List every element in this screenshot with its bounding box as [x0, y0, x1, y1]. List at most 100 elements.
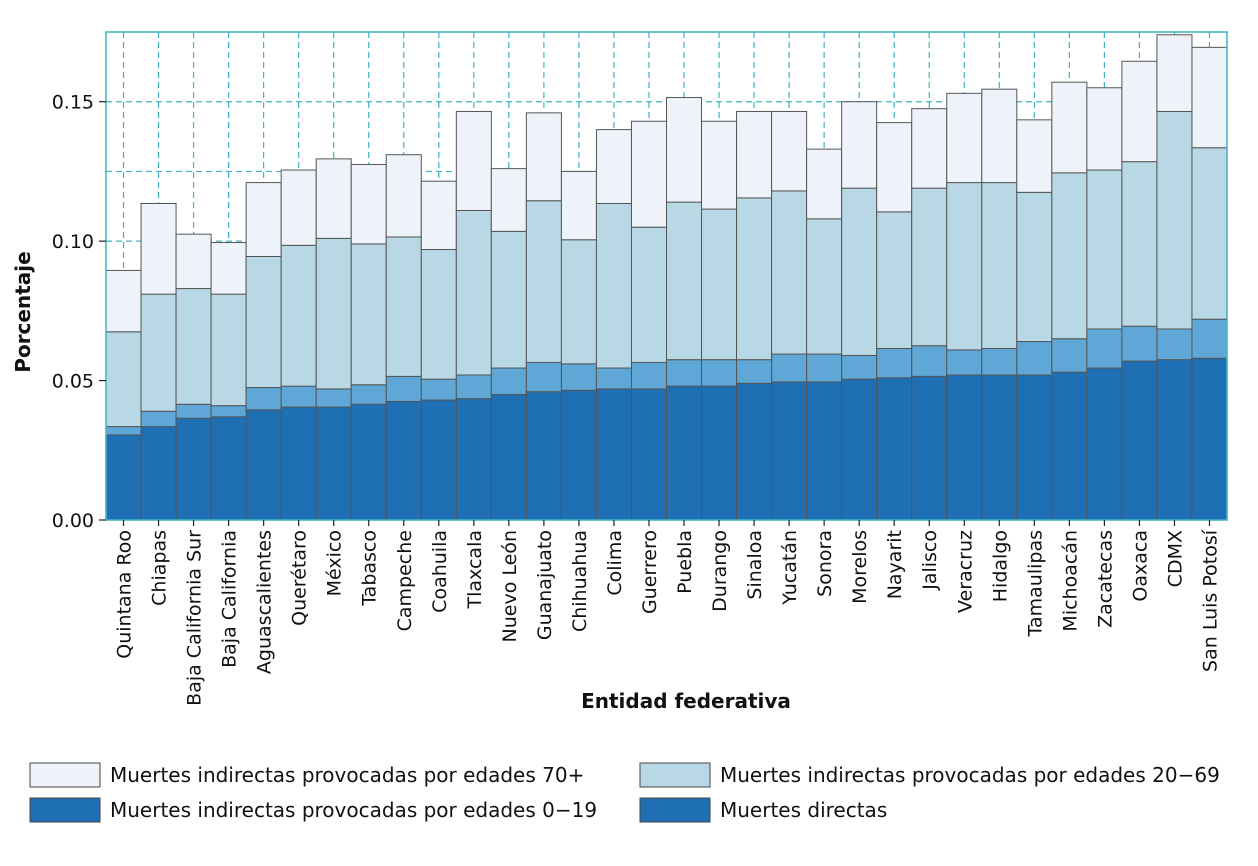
bar-segment: [1051, 371, 1088, 521]
bar-segment: [385, 236, 422, 377]
bar-segment: [1156, 34, 1193, 112]
bar-segment: [315, 388, 352, 408]
y-tick-label: 0.15: [52, 92, 94, 114]
bar-segment: [455, 398, 492, 521]
bar-segment: [280, 244, 317, 387]
bar-segment: [560, 170, 597, 241]
x-tick-label: Querétaro: [289, 530, 311, 626]
x-tick-label: Yucatán: [779, 530, 801, 606]
bar-segment: [210, 242, 247, 295]
bar-segment: [666, 201, 703, 361]
bar-segment: [876, 377, 913, 521]
legend-label: Muertes indirectas provocadas por edades…: [720, 763, 1220, 787]
x-tick-label: Sonora: [814, 530, 836, 597]
bar-segment: [280, 169, 317, 246]
bar-segment: [595, 388, 632, 521]
bar-segment: [140, 410, 177, 428]
bar-segment: [1086, 169, 1123, 330]
x-tick-label: Quintana Roo: [114, 530, 136, 659]
bar-segment: [981, 182, 1018, 350]
bar-segment: [736, 197, 773, 361]
bar-segment: [455, 209, 492, 376]
bar-segment: [946, 349, 983, 376]
bar-segment: [490, 367, 527, 396]
bar-segment: [1156, 110, 1193, 330]
bar-segment: [175, 417, 212, 521]
x-tick-label: Campeche: [394, 530, 416, 631]
bar-segment: [701, 208, 738, 361]
bar-segment: [1191, 318, 1228, 359]
bar-segment: [771, 353, 808, 383]
bar-segment: [666, 385, 703, 521]
y-axis: 0.00 0.05 0.10 0.15: [52, 92, 106, 532]
bar-segment: [1016, 341, 1053, 376]
bar-segment: [911, 108, 948, 189]
x-tick-label: San Luis Potosí: [1199, 529, 1221, 672]
bar-segment: [245, 182, 282, 257]
bar-segment: [525, 200, 562, 363]
bar-segment: [595, 367, 632, 390]
bar-segment: [630, 361, 667, 390]
bar-segment: [490, 230, 527, 369]
legend-swatch: [29, 762, 101, 788]
bar-segment: [385, 375, 422, 402]
bar-segment: [911, 375, 948, 521]
bar-segment: [736, 359, 773, 384]
bar-segment: [525, 361, 562, 393]
bar-segment: [1086, 367, 1123, 521]
bar-segment: [1121, 360, 1158, 521]
bar-segment: [771, 190, 808, 355]
legend: Muertes indirectas provocadas por edades…: [29, 762, 1220, 823]
bar-segment: [420, 378, 457, 401]
bar-segment: [841, 378, 878, 521]
bar-segment: [245, 409, 282, 521]
bar-segment: [946, 182, 983, 351]
bar-segment: [105, 269, 142, 333]
bar-segment: [350, 384, 387, 405]
x-tick-label: Zacatecas: [1094, 530, 1116, 628]
x-tick-label: Baja California Sur: [184, 530, 206, 706]
bar-segment: [1051, 172, 1088, 340]
x-tick-label: CDMX: [1164, 530, 1186, 587]
bar-segment: [630, 120, 667, 228]
x-tick-label: Puebla: [674, 530, 696, 594]
bar-segment: [981, 88, 1018, 184]
x-tick-label: Veracruz: [954, 530, 976, 613]
bar-segment: [420, 180, 457, 251]
x-tick-label: Michoacán: [1059, 530, 1081, 632]
x-tick-label: Guerrero: [639, 530, 661, 614]
bar-segment: [595, 129, 632, 204]
legend-label: Muertes directas: [720, 798, 887, 822]
bar-segment: [876, 211, 913, 350]
bar-segment: [911, 345, 948, 377]
bar-segment: [105, 426, 142, 436]
bar-segment: [210, 293, 247, 407]
bar-segment: [210, 416, 247, 521]
legend-label: Muertes indirectas provocadas por edades…: [110, 798, 597, 822]
x-tick-label: Chihuahua: [569, 530, 591, 632]
x-tick-label: Colima: [604, 530, 626, 596]
bar-segment: [280, 406, 317, 521]
bar-segment: [806, 381, 843, 521]
x-tick-label: Hidalgo: [989, 530, 1011, 602]
legend-swatch: [639, 797, 711, 823]
bar-segment: [455, 374, 492, 400]
legend-label: Muertes indirectas provocadas por edades…: [110, 763, 584, 787]
bar-segment: [806, 353, 843, 383]
bar-segment: [1016, 374, 1053, 521]
bar-segment: [771, 110, 808, 192]
bar-segment: [1051, 338, 1088, 373]
bar-segment: [666, 97, 703, 203]
y-tick-label: 0.10: [52, 231, 94, 253]
bar-segment: [1086, 328, 1123, 369]
x-tick-label: Oaxaca: [1129, 530, 1151, 602]
bar-segment: [560, 239, 597, 365]
x-tick-label: Jalisco: [919, 530, 941, 591]
bar-segment: [666, 359, 703, 387]
bar-segment: [771, 381, 808, 521]
x-tick-label: Nuevo León: [499, 530, 521, 642]
x-tick-label: Baja California: [219, 530, 241, 668]
y-tick-label: 0.05: [52, 371, 94, 393]
bar-segment: [560, 389, 597, 521]
x-tick-label: Guanajuato: [534, 530, 556, 640]
